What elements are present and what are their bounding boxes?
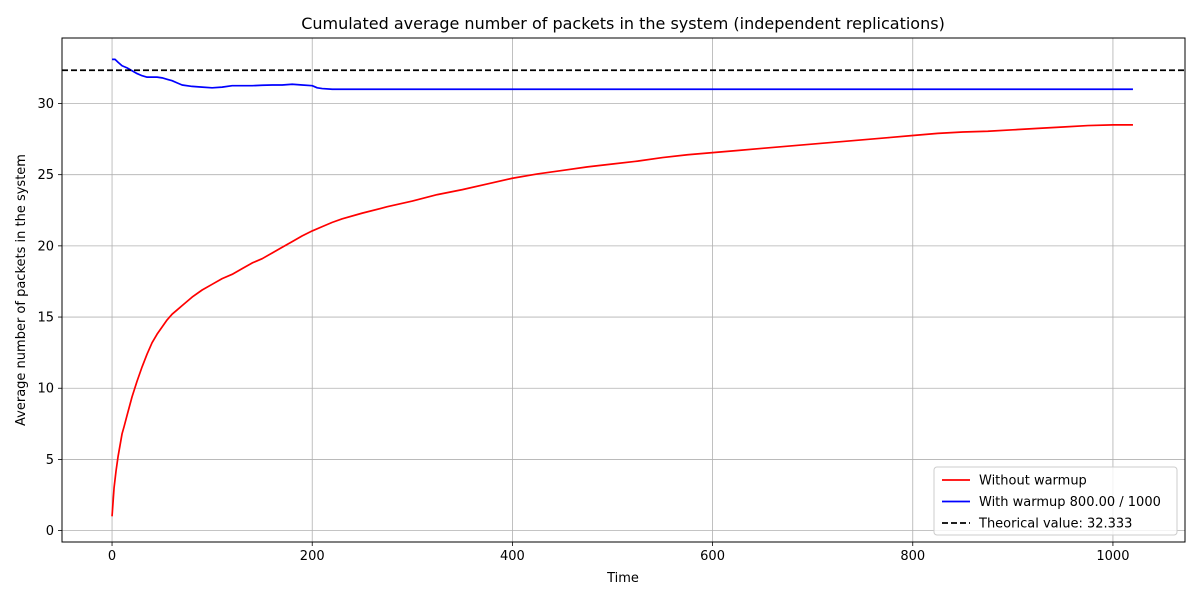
grid <box>62 38 1185 542</box>
series-line-0 <box>111 123 1133 517</box>
x-tick-label: 1000 <box>1096 549 1129 564</box>
y-axis-label: Average number of packets in the system <box>14 154 29 426</box>
series-group <box>62 58 1185 517</box>
y-tick-label: 0 <box>46 524 54 539</box>
legend-label-0: Without warmup <box>979 474 1087 489</box>
y-tick-label: 25 <box>37 168 54 183</box>
legend-box <box>933 466 1178 536</box>
legend-label-2: Theorical value: 32.333 <box>978 517 1132 532</box>
series-line-1 <box>112 58 1133 91</box>
x-tick-label: 0 <box>108 549 116 564</box>
x-tick-label: 400 <box>500 549 525 564</box>
y-tick-label: 30 <box>37 97 54 112</box>
y-tick-label: 15 <box>37 311 54 326</box>
y-tick-label: 5 <box>46 453 54 468</box>
x-tick-label: 800 <box>900 549 925 564</box>
chart-title: Cumulated average number of packets in t… <box>301 14 945 33</box>
x-axis-label: Time <box>606 571 639 586</box>
y-tick-label: 20 <box>37 239 54 254</box>
plot-frame <box>61 37 1186 543</box>
x-tick-label: 600 <box>700 549 725 564</box>
x-tick-label: 200 <box>300 549 325 564</box>
ticks: 0 200 400 600 800 1000 0 5 10 15 20 25 30 <box>37 97 1129 564</box>
legend-label-1: With warmup 800.00 / 1000 <box>979 495 1161 510</box>
legend: Without warmup With warmup 800.00 / 1000 T… <box>933 466 1178 536</box>
y-tick-label: 10 <box>37 382 54 397</box>
